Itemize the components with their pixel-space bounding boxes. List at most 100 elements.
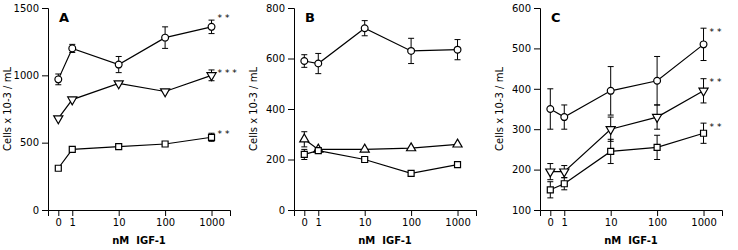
error-bar-cap bbox=[608, 163, 614, 164]
series-line bbox=[58, 137, 211, 168]
y-tick-mark bbox=[42, 210, 48, 211]
error-bar-cap bbox=[701, 28, 707, 29]
y-tick-mark bbox=[42, 8, 48, 9]
marker bbox=[54, 116, 63, 124]
panel: 01101001000100200300400500600* ** ** *CC… bbox=[494, 3, 723, 246]
marker bbox=[116, 144, 122, 150]
error-bar bbox=[608, 139, 614, 163]
error-bar-cap bbox=[362, 20, 368, 21]
plot-area bbox=[54, 20, 216, 171]
marker bbox=[162, 141, 168, 147]
y-axis-line bbox=[42, 9, 49, 211]
annotation: * * bbox=[710, 122, 722, 132]
error-bar bbox=[408, 38, 414, 63]
error-bar-cap bbox=[547, 181, 553, 182]
error-bar-cap bbox=[547, 163, 553, 164]
y-tick-mark bbox=[534, 170, 540, 171]
x-tick-label: 0 bbox=[548, 217, 554, 228]
error-bar bbox=[608, 67, 614, 115]
error-bar bbox=[209, 20, 215, 33]
marker bbox=[300, 134, 309, 142]
x-tick-mark bbox=[411, 210, 412, 216]
x-tick: 0 bbox=[548, 210, 554, 228]
error-bar-cap bbox=[315, 53, 321, 54]
marker bbox=[561, 181, 567, 187]
error-bar bbox=[547, 89, 553, 129]
y-tick-mark bbox=[534, 89, 540, 90]
y-tick: 400 bbox=[266, 104, 294, 115]
marker bbox=[209, 134, 215, 140]
marker bbox=[547, 187, 553, 193]
series-line bbox=[550, 44, 703, 117]
y-tick: 500 bbox=[20, 137, 48, 148]
y-axis: 100200300400500600 bbox=[512, 3, 541, 216]
error-bar-cap bbox=[162, 48, 168, 49]
marker bbox=[55, 165, 61, 171]
marker bbox=[546, 169, 555, 177]
marker bbox=[454, 46, 461, 53]
marker bbox=[653, 114, 662, 122]
error-bar bbox=[547, 182, 553, 198]
marker bbox=[55, 76, 62, 83]
error-bar-cap bbox=[315, 73, 321, 74]
marker bbox=[560, 169, 569, 177]
x-tick-label: 1 bbox=[562, 217, 568, 228]
panel: 011010010000200400600800BCells x 10-3 / … bbox=[248, 3, 477, 246]
series-line bbox=[304, 151, 457, 174]
y-axis: 050010001500 bbox=[14, 3, 49, 216]
error-bar-cap bbox=[547, 88, 553, 89]
y-tick-mark bbox=[42, 75, 48, 76]
marker bbox=[407, 143, 416, 151]
marker bbox=[301, 151, 307, 157]
x-tick: 10 bbox=[605, 210, 618, 228]
error-bar-cap bbox=[362, 35, 368, 36]
x-tick-label: 1000 bbox=[691, 217, 716, 228]
y-axis-title: Cells x 10-3 / mL bbox=[494, 67, 505, 151]
panel-title: C bbox=[551, 10, 561, 25]
marker bbox=[561, 114, 568, 121]
y-tick-label: 1000 bbox=[14, 70, 39, 81]
x-axis-line bbox=[541, 211, 723, 217]
error-bar-cap bbox=[561, 177, 567, 178]
error-bar-cap bbox=[608, 117, 614, 118]
y-tick-mark bbox=[534, 8, 540, 9]
marker bbox=[69, 45, 76, 52]
annotation: * * bbox=[218, 129, 230, 139]
marker bbox=[301, 58, 308, 65]
error-bar-cap bbox=[547, 129, 553, 130]
x-tick-mark bbox=[657, 210, 658, 216]
y-tick-mark bbox=[288, 8, 294, 9]
x-tick: 10 bbox=[359, 210, 372, 228]
error-bar-cap bbox=[547, 197, 553, 198]
marker bbox=[115, 61, 122, 68]
error-bar bbox=[701, 123, 707, 143]
x-tick-mark bbox=[704, 210, 705, 216]
error-bar-cap bbox=[209, 69, 215, 70]
error-bar-cap bbox=[608, 66, 614, 67]
y-tick-mark bbox=[288, 160, 294, 161]
x-axis-title: nM IGF-1 bbox=[604, 235, 658, 246]
y-axis-title: Cells x 10-3 / mL bbox=[248, 67, 259, 151]
x-tick-label: 1000 bbox=[445, 217, 470, 228]
marker bbox=[69, 146, 75, 152]
error-bar bbox=[455, 40, 461, 60]
y-tick-label: 600 bbox=[266, 53, 285, 64]
error-bar-cap bbox=[55, 84, 61, 85]
marker bbox=[207, 73, 216, 81]
error-bar bbox=[315, 53, 321, 73]
x-tick: 1000 bbox=[445, 210, 470, 228]
x-tick: 0 bbox=[302, 210, 308, 228]
error-bar-cap bbox=[209, 141, 215, 142]
x-tick-mark bbox=[165, 210, 166, 216]
marker bbox=[114, 81, 123, 89]
x-tick-mark bbox=[119, 210, 120, 216]
error-bar-cap bbox=[654, 129, 660, 130]
marker bbox=[453, 139, 462, 147]
error-bar-cap bbox=[301, 159, 307, 160]
y-tick: 800 bbox=[266, 3, 294, 14]
y-tick-label: 300 bbox=[512, 124, 531, 135]
marker bbox=[654, 77, 661, 84]
x-axis-line bbox=[295, 211, 477, 217]
x-axis: 01101001000 bbox=[49, 210, 231, 228]
y-tick-label: 400 bbox=[512, 84, 531, 95]
